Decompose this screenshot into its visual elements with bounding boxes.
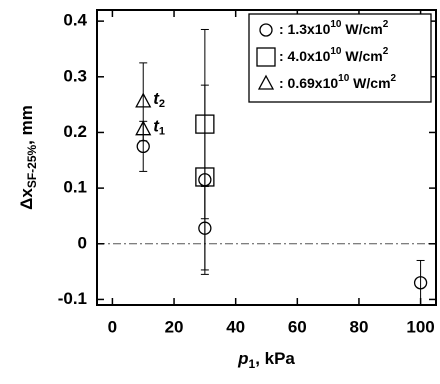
point	[135, 92, 152, 108]
legend-unit: W/cm	[349, 75, 390, 91]
y-tick-label: -0.1	[58, 289, 87, 308]
legend-marker	[259, 23, 273, 37]
y-tick-label: 0.4	[63, 11, 87, 30]
annotation-sub: 1	[159, 126, 165, 138]
legend-unit-exp: 2	[383, 19, 389, 30]
legend-base: : 0.69x10	[279, 75, 338, 91]
legend-label: : 4.0x1010 W/cm2	[279, 46, 389, 64]
y-label-sub: SF-25%	[25, 145, 39, 189]
y-tick-label: 0.1	[63, 178, 87, 197]
point	[413, 276, 428, 290]
legend-exp: 10	[330, 46, 342, 57]
point	[198, 221, 212, 235]
x-tick-label: 80	[349, 317, 368, 336]
x-tick-label: 100	[406, 317, 434, 336]
point	[195, 167, 215, 187]
annotation-main: t	[153, 89, 160, 108]
x-label-main: p	[237, 349, 248, 368]
legend-unit-exp: 2	[391, 73, 397, 84]
legend-unit: W/cm	[342, 48, 383, 64]
y-label-rest: , mm	[17, 105, 36, 145]
x-label-sub: 1	[249, 357, 256, 371]
annotation: t2	[153, 89, 165, 109]
legend-unit: W/cm	[342, 21, 383, 37]
annotation-sub: 2	[159, 98, 165, 110]
legend-label: : 0.69x1010 W/cm2	[279, 73, 397, 91]
x-tick-label: 60	[288, 317, 307, 336]
x-label-rest: , kPa	[255, 349, 295, 368]
x-tick-label: 0	[108, 317, 117, 336]
legend-base: : 4.0x10	[279, 48, 331, 64]
plot-frame	[96, 9, 437, 306]
x-tick-label: 40	[226, 317, 245, 336]
y-label-main: Δx	[17, 188, 36, 210]
annotation-main: t	[153, 117, 160, 136]
x-axis-label: p1, kPa	[237, 349, 295, 371]
legend-box	[248, 13, 432, 103]
legend-marker	[256, 47, 276, 67]
y-tick-label: 0.2	[63, 122, 87, 141]
y-tick-label: 0	[78, 233, 87, 252]
point	[195, 114, 215, 134]
legend-exp: 10	[330, 19, 342, 30]
y-tick-label: 0.3	[63, 66, 87, 85]
legend-base: : 1.3x10	[279, 21, 331, 37]
x-tick-label: 20	[165, 317, 184, 336]
legend-exp: 10	[338, 73, 350, 84]
annotation: t1	[153, 117, 165, 137]
legend-label: : 1.3x1010 W/cm2	[279, 19, 389, 37]
y-axis-label: ΔxSF-25%, mm	[17, 105, 39, 210]
legend-unit-exp: 2	[383, 46, 389, 57]
legend-marker	[257, 74, 275, 90]
